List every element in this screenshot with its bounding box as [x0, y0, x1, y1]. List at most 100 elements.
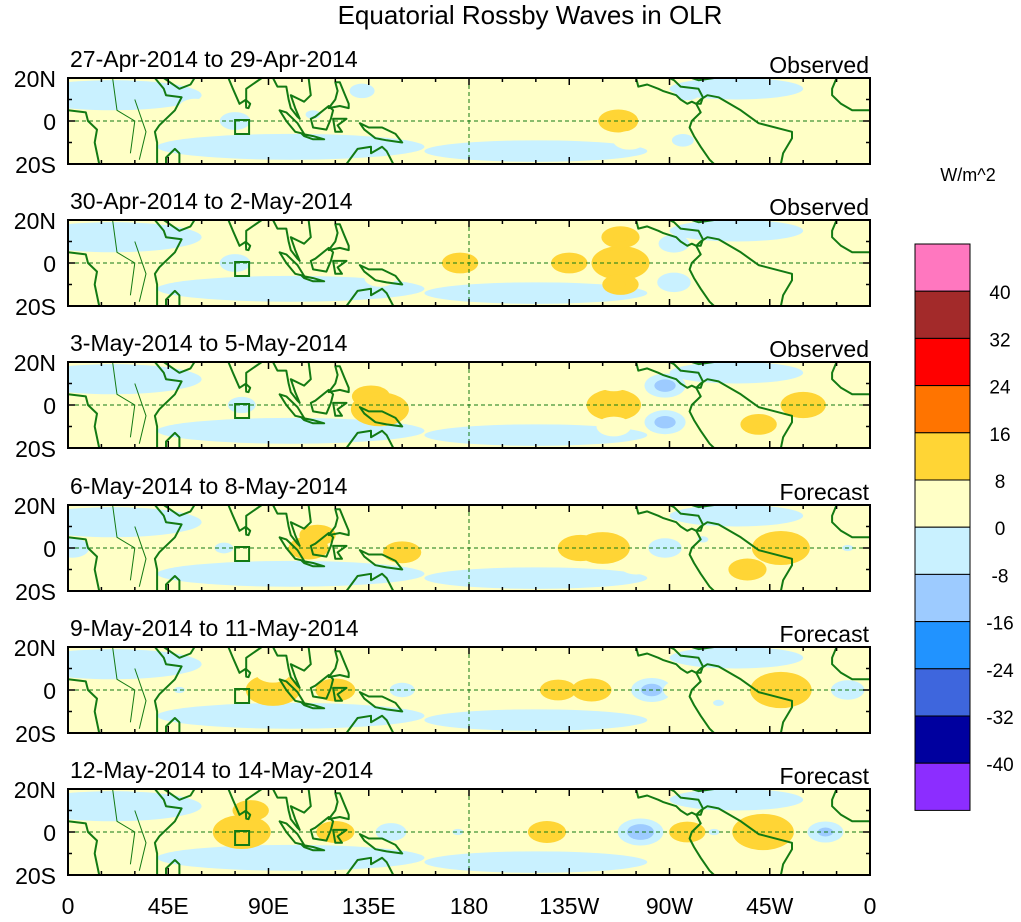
anomaly-cell — [571, 678, 612, 702]
coastline — [332, 259, 348, 275]
anomaly-contour — [596, 371, 632, 392]
coastline — [356, 505, 384, 506]
anomaly-contour — [654, 415, 676, 429]
coastline — [68, 362, 183, 448]
coastline — [244, 525, 252, 537]
anomaly-cell — [728, 558, 767, 581]
anomaly-cell — [671, 134, 694, 147]
coastline — [358, 833, 404, 855]
anomaly-contour — [312, 531, 323, 539]
anomaly-band — [424, 140, 648, 162]
coastline — [831, 647, 870, 681]
anomaly-cell — [674, 85, 700, 101]
anomaly-contour — [627, 824, 654, 840]
coastline — [300, 132, 326, 141]
panel-3: 20N 0 20S 3-May-2014 to 5-May-2014 Observed — [14, 330, 871, 462]
coastline — [327, 650, 350, 679]
anomaly-contour — [593, 392, 635, 418]
coastline — [327, 365, 350, 394]
coastline — [244, 382, 252, 394]
y-tick-label: 0 — [43, 820, 56, 846]
anomaly-contour — [753, 421, 765, 428]
y-tick-label: 20N — [14, 350, 56, 376]
panel-date-label: 9-May-2014 to 11-May-2014 — [70, 615, 359, 641]
coastline — [165, 431, 181, 448]
anomaly-contour — [178, 98, 212, 118]
colorbar-swatch — [914, 243, 971, 292]
colorbar-label: -40 — [986, 755, 1013, 776]
anomaly-cell — [178, 98, 212, 118]
coastline — [244, 667, 252, 679]
coastline — [162, 647, 196, 659]
y-tick-label: 20S — [15, 863, 56, 889]
colorbar-swatch — [914, 385, 971, 434]
coastline — [358, 406, 404, 428]
anomaly-cell — [809, 125, 841, 143]
anomaly-band — [68, 222, 202, 253]
colorbar-swatch — [914, 621, 971, 670]
coastline — [309, 105, 335, 131]
anomaly-cell — [612, 85, 647, 106]
coastline — [332, 828, 348, 844]
anomaly-contour — [713, 699, 724, 707]
anomaly-contour — [596, 416, 632, 437]
colorbar-swatch — [914, 668, 971, 717]
anomaly-band — [157, 844, 425, 871]
panel-6: 20N 0 20S 12-May-2014 to 14-May-2014 Forecas… — [14, 757, 871, 889]
panel-date-label: 30-Apr-2014 to 2-May-2014 — [70, 188, 353, 214]
panel-status-label: Observed — [769, 52, 869, 78]
y-tick-label: 20N — [14, 66, 56, 92]
coastline — [327, 792, 350, 821]
anomaly-contour — [740, 565, 755, 574]
coastline — [300, 843, 326, 852]
coastline — [358, 264, 404, 286]
panel-date-label: 12-May-2014 to 14-May-2014 — [70, 757, 373, 783]
coastline — [272, 505, 312, 547]
panel-status-label: Forecast — [780, 763, 870, 789]
x-tick-label: 0 — [864, 893, 877, 919]
y-tick-label: 20S — [15, 721, 56, 747]
colorbar: 40 32 24 16 8 0 -8 -16 -24 -32 -40 — [914, 243, 1014, 811]
coastline — [162, 789, 196, 801]
colorbar-swatch — [914, 715, 971, 764]
colorbar-label: -16 — [986, 614, 1013, 635]
border — [112, 505, 136, 581]
anomaly-cell — [255, 662, 291, 683]
colorbar-label: -24 — [986, 661, 1014, 682]
border — [112, 78, 136, 154]
coastline — [162, 362, 196, 374]
coastline — [318, 856, 395, 875]
coastline — [831, 78, 870, 112]
anomaly-contour — [364, 269, 396, 287]
border — [112, 647, 136, 723]
coastline — [165, 147, 181, 164]
y-tick-label: 20S — [15, 436, 56, 462]
coastline — [831, 505, 870, 539]
anomaly-band — [157, 133, 425, 160]
index-box — [234, 546, 251, 562]
y-tick-label: 0 — [43, 678, 56, 704]
colorbar-swatch — [914, 762, 971, 811]
coastline — [244, 98, 252, 110]
coastline — [165, 575, 181, 591]
y-tick-label: 0 — [43, 536, 56, 562]
x-tick-label: 135E — [342, 893, 396, 919]
panel-status-label: Observed — [769, 194, 869, 220]
y-tick-label: 0 — [43, 109, 56, 135]
panel-2: 20N 0 20S 30-Apr-2014 to 2-May-2014 Observed — [14, 188, 871, 320]
coastline — [300, 416, 326, 425]
coastline — [309, 246, 335, 273]
coastline — [165, 717, 181, 733]
coastline — [688, 805, 793, 875]
x-tick-label: 135W — [539, 893, 599, 919]
border — [134, 526, 147, 587]
coastline — [688, 521, 793, 591]
coastline — [831, 362, 870, 396]
anomaly-cell — [362, 240, 398, 260]
coastline — [688, 94, 793, 164]
coastline — [332, 544, 348, 560]
panel-1: 20N 0 20S 27-Apr-2014 to 29-Apr-2014 Observe… — [14, 46, 871, 178]
panel-5: 20N 0 20S 9-May-2014 to 11-May-2014 Forecast — [14, 615, 871, 747]
coastline — [831, 220, 870, 254]
